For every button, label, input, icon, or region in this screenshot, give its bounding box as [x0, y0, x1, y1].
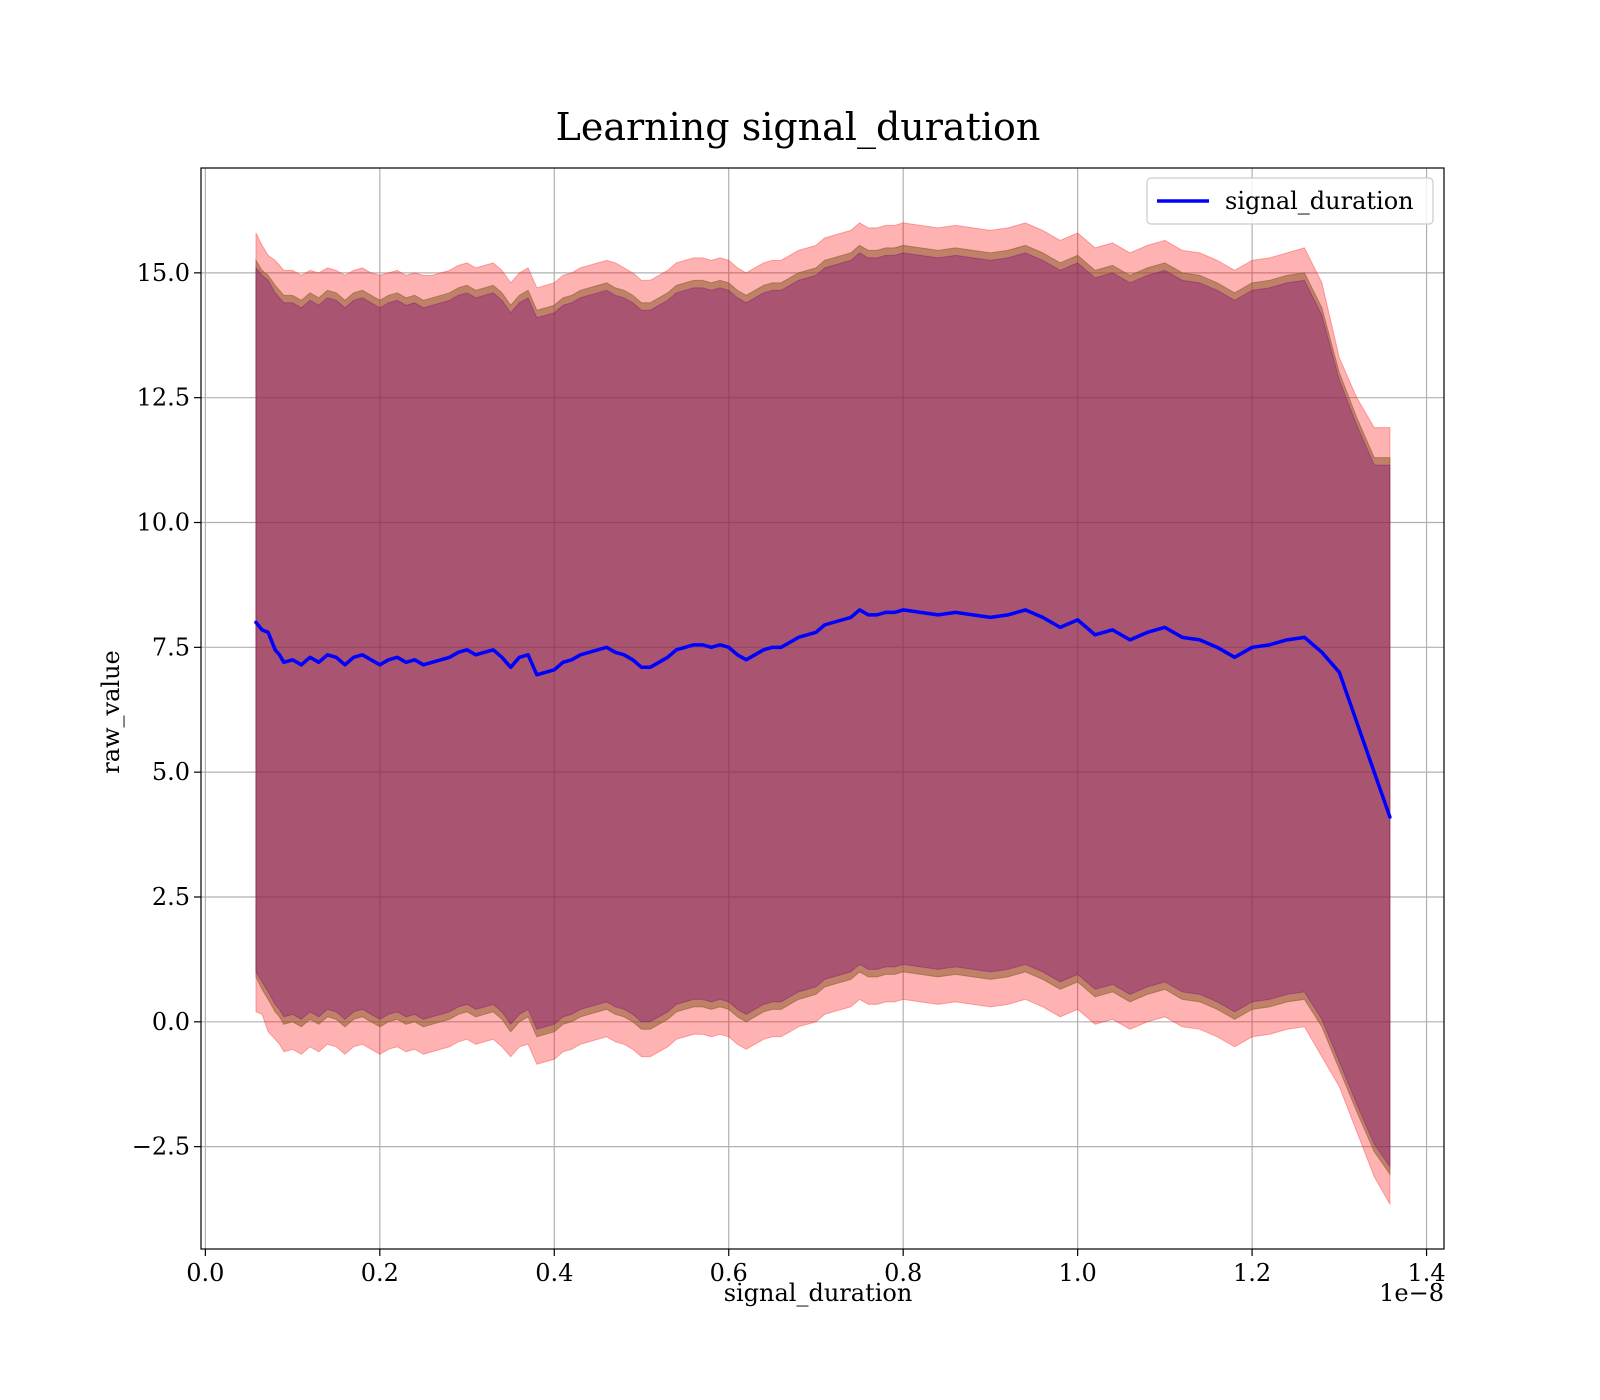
plot-frame — [200, 167, 1445, 1250]
legend-entry-label: signal_duration — [1225, 187, 1414, 215]
y-tick-label: 5.0 — [152, 758, 190, 786]
y-tick-label: 7.5 — [152, 633, 190, 661]
confidence-band-3 — [255, 252, 1391, 1169]
series-line-signal_duration — [254, 608, 1392, 819]
x-axis-offset-label: 1e−8 — [1379, 1279, 1444, 1307]
y-tick-label: −2.5 — [132, 1133, 190, 1161]
y-tick-label: 0.0 — [152, 1008, 190, 1036]
y-axis-label: raw_value — [97, 650, 125, 774]
x-tick-label: 1.0 — [1059, 1259, 1097, 1287]
x-tick-label: 0.2 — [361, 1259, 399, 1287]
x-tick-label: 0.6 — [710, 1259, 748, 1287]
x-tick-label: 0.4 — [535, 1259, 573, 1287]
confidence-bands — [255, 222, 1391, 1206]
x-tick-label: 1.4 — [1407, 1259, 1445, 1287]
x-tick-label: 1.2 — [1233, 1259, 1271, 1287]
y-tick-label: 12.5 — [137, 384, 190, 412]
legend-box — [1146, 177, 1434, 225]
legend: signal_duration — [1146, 177, 1434, 225]
series-lines — [254, 608, 1392, 819]
x-axis-label: signal_duration — [724, 1279, 913, 1307]
x-tick-label: 0.8 — [884, 1259, 922, 1287]
y-tick-label: 15.0 — [137, 259, 190, 287]
x-tick-label: 0.0 — [186, 1259, 224, 1287]
y-axis-ticks: −2.5 0.0 2.5 5.0 7.5 10.0 12.5 15.0 — [132, 259, 201, 1161]
confidence-band-2 — [255, 244, 1391, 1176]
y-tick-label: 10.0 — [137, 509, 190, 537]
y-tick-label: 2.5 — [152, 883, 190, 911]
chart-title: Learning signal_duration — [556, 105, 1041, 150]
x-axis-ticks: 0.0 0.2 0.4 0.6 0.8 1.0 1.2 1.4 — [186, 1249, 1446, 1287]
